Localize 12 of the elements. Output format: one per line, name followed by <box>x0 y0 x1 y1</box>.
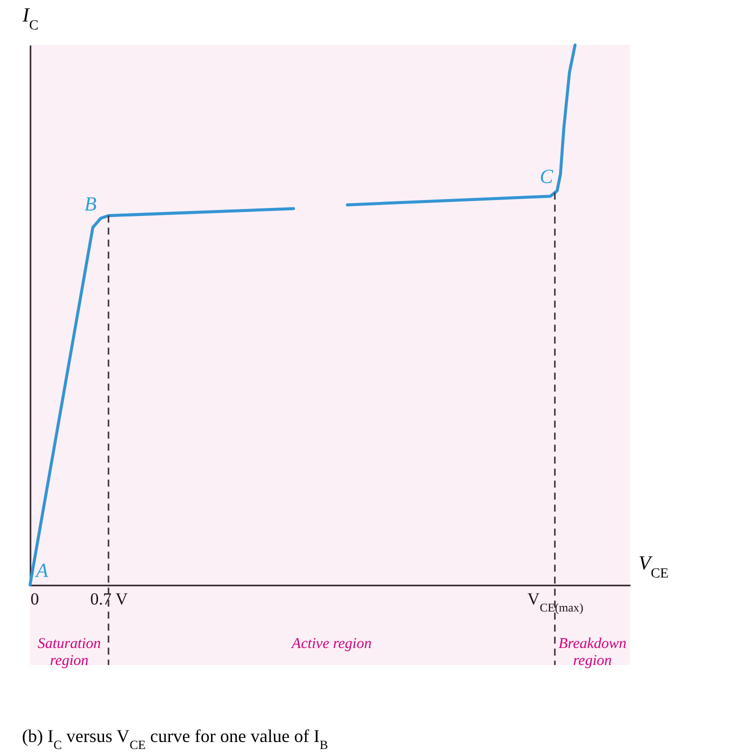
y-axis-title: I$_{C}$ <box>22 4 39 33</box>
band-label: Breakdown region <box>558 636 626 669</box>
annotation: A <box>34 560 49 582</box>
annotation: B <box>84 193 97 216</box>
x-axis-title: V$_{CE}$ <box>638 552 669 581</box>
band-label: Active region <box>290 636 372 652</box>
band-label: Saturation region <box>38 636 101 669</box>
x-tick-label: V$_{CE(max)}$ <box>527 590 584 614</box>
annotation: C <box>540 166 554 188</box>
x-tick-label: 0.7 V <box>90 590 128 608</box>
text: (b) I$_{C}$ versus V$_{CE}$ curve for one value of I$_{B}$ <box>22 726 328 752</box>
x-tick-label: 0 <box>30 590 39 608</box>
